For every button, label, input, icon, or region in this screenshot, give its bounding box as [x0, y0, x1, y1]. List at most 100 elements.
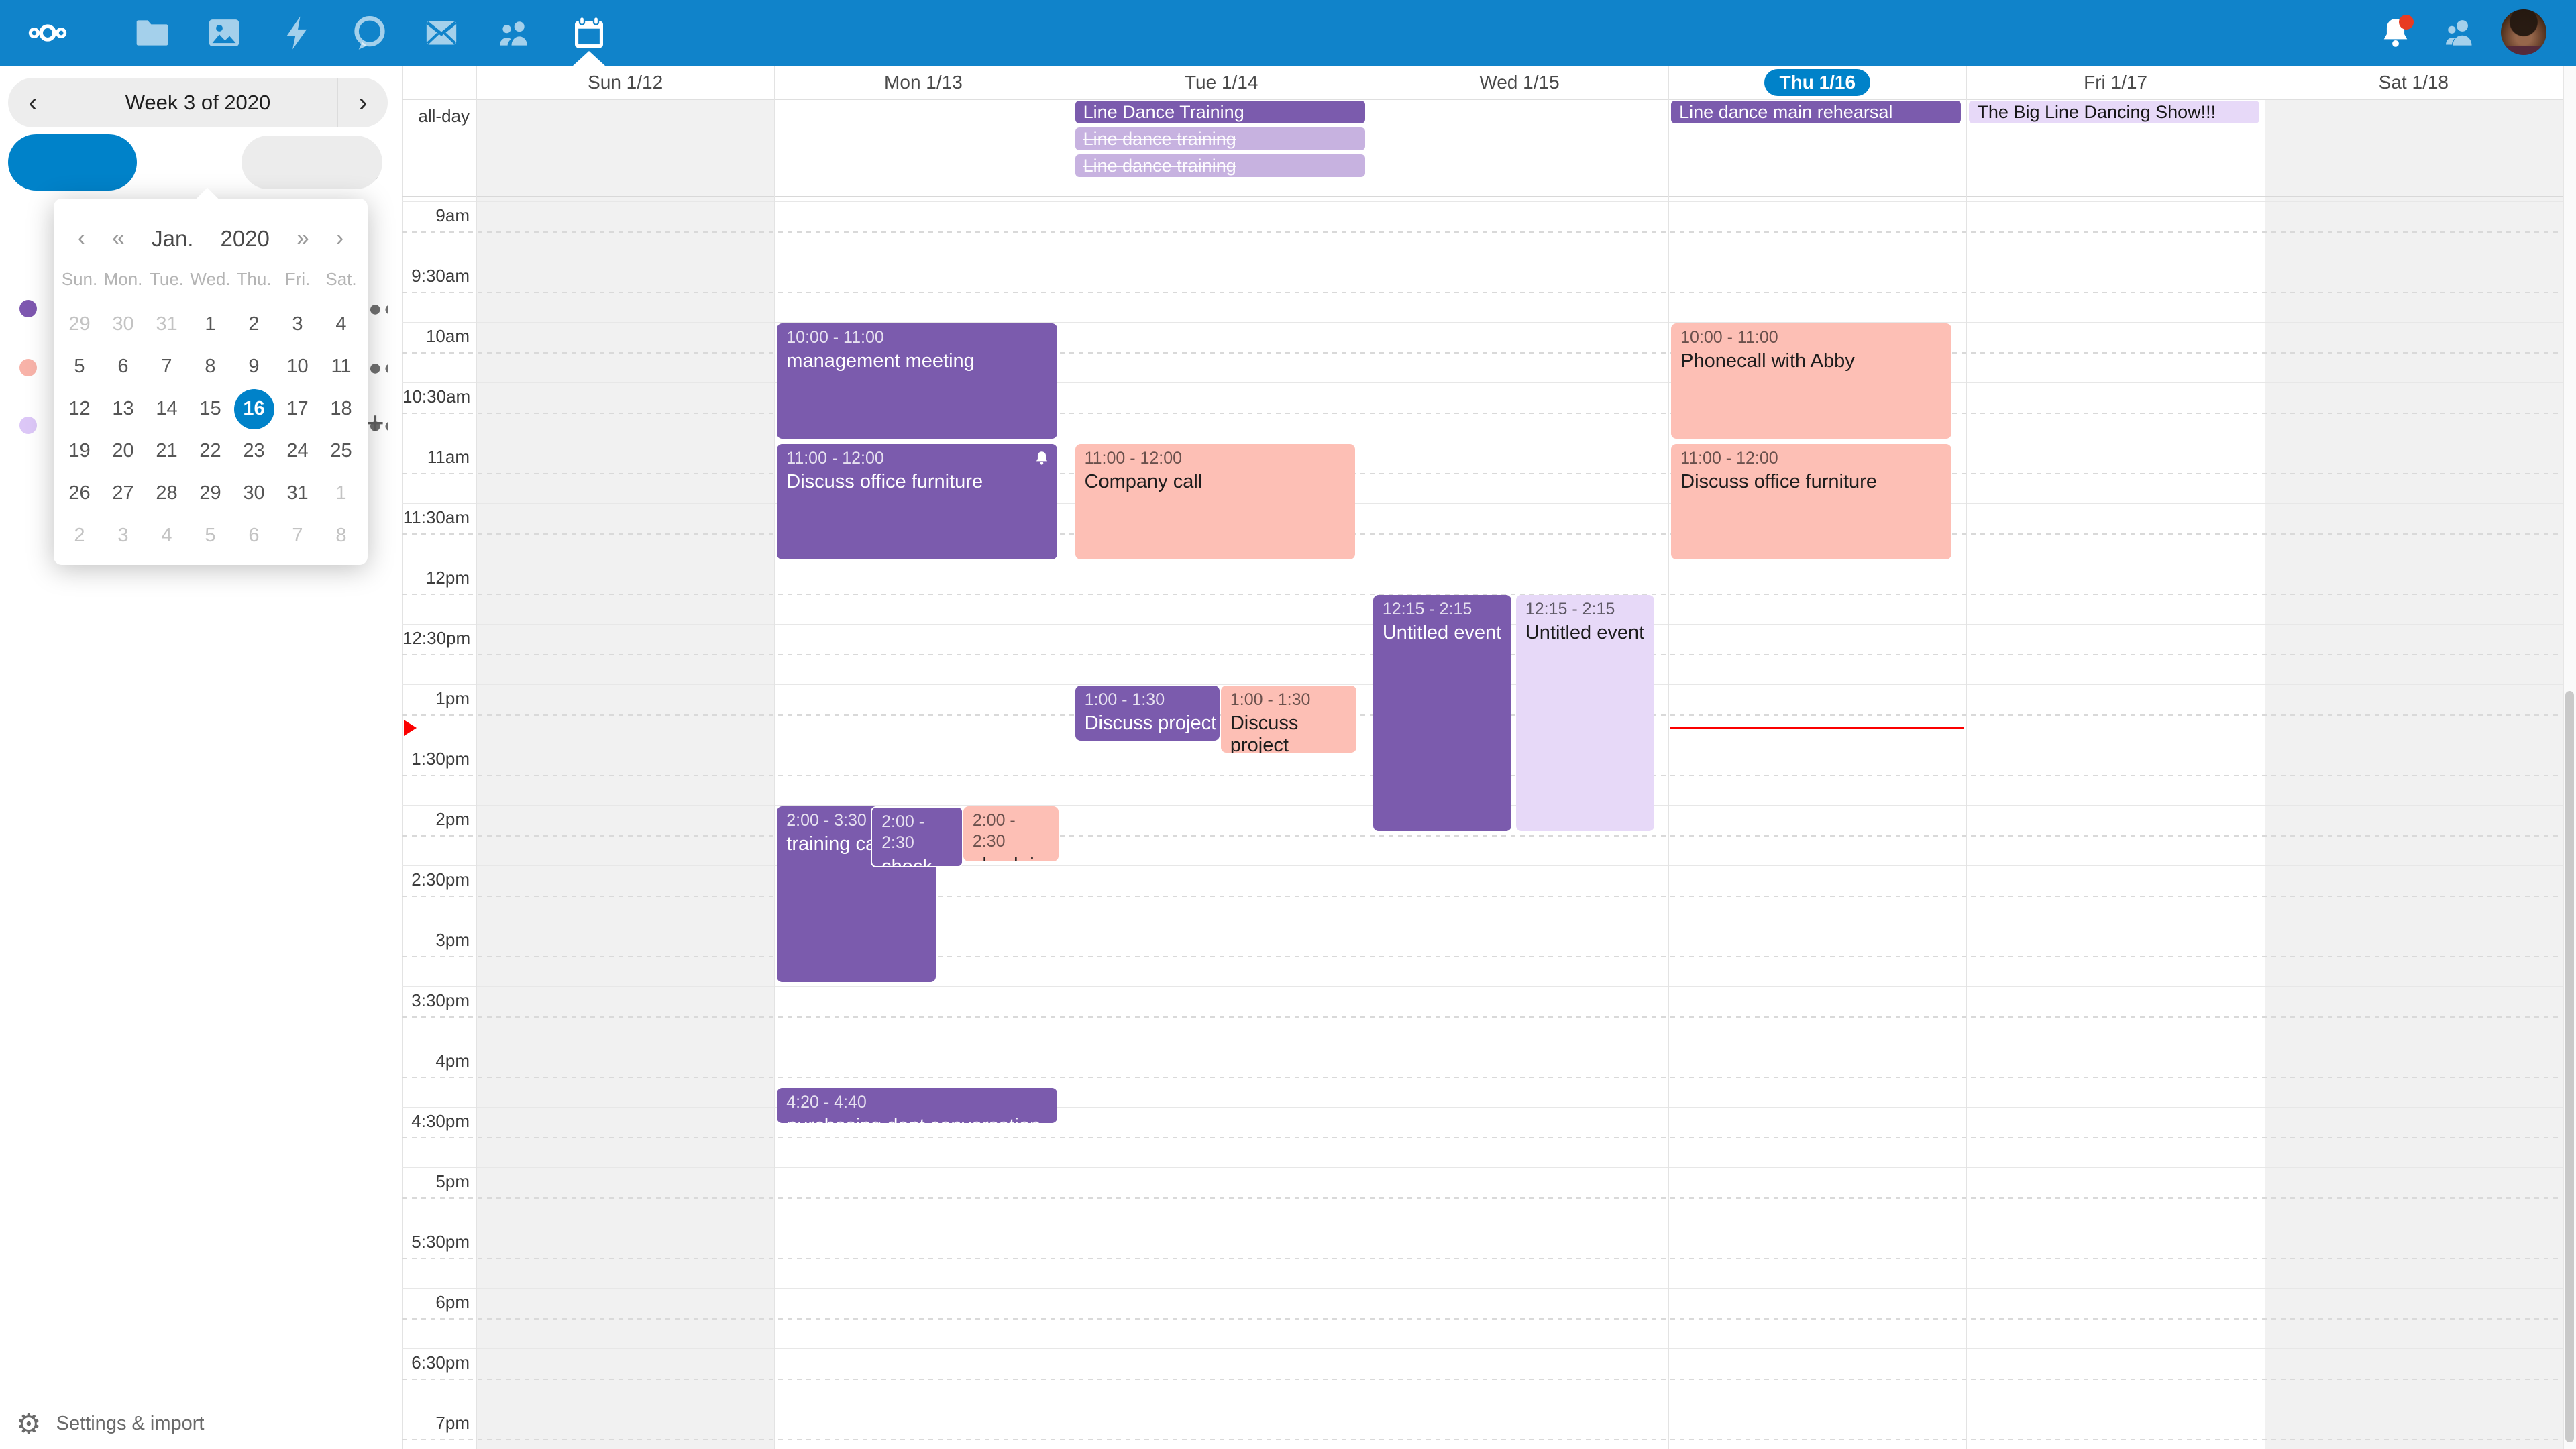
- date-cell[interactable]: 29: [199, 482, 221, 504]
- date-cell[interactable]: 17: [286, 398, 309, 419]
- date-cell[interactable]: 18: [330, 398, 352, 419]
- bell-icon[interactable]: [2375, 12, 2416, 54]
- date-cell[interactable]: 30: [112, 313, 134, 335]
- event[interactable]: 12:15 - 2:15 Untitled event: [1373, 595, 1512, 831]
- date-cell[interactable]: 11: [331, 356, 352, 377]
- allday-event[interactable]: Line dance training: [1075, 127, 1365, 150]
- contacts-menu-icon[interactable]: [2439, 12, 2481, 54]
- day-header-today[interactable]: Thu 1/16: [1668, 66, 1966, 99]
- date-cell[interactable]: 5: [74, 356, 85, 377]
- photos-icon[interactable]: [203, 12, 245, 54]
- event[interactable]: 11:00 - 12:00 Company call: [1075, 444, 1355, 559]
- next-week-button[interactable]: ›: [358, 88, 368, 117]
- event[interactable]: 12:15 - 2:15 Untitled event: [1515, 595, 1655, 831]
- next-year-button[interactable]: »: [296, 225, 309, 251]
- date-cell[interactable]: 6: [248, 525, 260, 546]
- week-label[interactable]: Week 3 of 2020: [58, 78, 338, 127]
- date-cell[interactable]: 8: [335, 525, 347, 546]
- date-cell[interactable]: 6: [117, 356, 129, 377]
- date-cell[interactable]: 1: [335, 482, 347, 504]
- calendar-icon[interactable]: [568, 12, 610, 54]
- calendar-more-menu-icon[interactable]: ●●: [368, 301, 388, 319]
- event[interactable]: 4:20 - 4:40 purchasing dept conversation: [777, 1087, 1057, 1124]
- date-cell[interactable]: 30: [243, 482, 265, 504]
- new-event-button[interactable]: [8, 134, 137, 191]
- scrollbar-thumb[interactable]: [2565, 691, 2574, 1442]
- mail-icon[interactable]: [421, 12, 462, 54]
- date-cell[interactable]: 9: [248, 356, 260, 377]
- previous-week-button[interactable]: ‹: [28, 88, 38, 117]
- date-cell[interactable]: 23: [243, 440, 265, 462]
- day-header[interactable]: Fri 1/17: [2084, 72, 2148, 93]
- day-header[interactable]: Sun 1/12: [588, 72, 663, 93]
- date-cell[interactable]: 13: [112, 398, 134, 419]
- date-cell[interactable]: 3: [292, 313, 303, 335]
- date-picker-popup: ‹ « Jan. 2020 » › Sun. Mon. Tue. Wed. Thu. Fr…: [54, 187, 368, 565]
- calendar-color-dot[interactable]: [19, 417, 37, 434]
- previous-month-button[interactable]: ‹: [77, 225, 86, 251]
- event[interactable]: 2:00 - 2:30 check-in: [871, 806, 963, 867]
- calendar-more-menu-icon[interactable]: ●●: [368, 418, 388, 435]
- day-header[interactable]: Tue 1/14: [1184, 72, 1258, 93]
- activity-icon[interactable]: [277, 12, 319, 54]
- allday-event[interactable]: The Big Line Dancing Show!!!: [1969, 101, 2259, 123]
- contacts-icon[interactable]: [493, 12, 535, 54]
- calendar-color-dot[interactable]: [19, 300, 37, 317]
- event[interactable]: 10:00 - 11:00 Phonecall with Abby: [1671, 323, 1951, 439]
- calendar-color-dot[interactable]: [19, 359, 37, 376]
- column-border: [476, 66, 477, 1449]
- date-cell[interactable]: 15: [199, 398, 221, 419]
- today-pill[interactable]: Thu 1/16: [1764, 69, 1871, 96]
- date-cell[interactable]: 27: [112, 482, 134, 504]
- avatar[interactable]: [2501, 9, 2546, 55]
- date-cell[interactable]: 7: [161, 356, 172, 377]
- day-header[interactable]: Mon 1/13: [884, 72, 963, 93]
- date-cell[interactable]: 29: [68, 313, 91, 335]
- allday-event[interactable]: Line dance training: [1075, 154, 1365, 177]
- event[interactable]: 10:00 - 11:00 management meeting: [777, 323, 1057, 439]
- date-cell[interactable]: 31: [286, 482, 309, 504]
- event[interactable]: 1:00 - 1:30 Discuss project announcement: [1075, 686, 1220, 741]
- month-label[interactable]: Jan.: [152, 225, 194, 251]
- date-cell[interactable]: 7: [292, 525, 303, 546]
- date-cell[interactable]: 19: [68, 440, 91, 462]
- date-cell-selected[interactable]: 16: [232, 388, 276, 430]
- date-cell[interactable]: 4: [161, 525, 172, 546]
- day-header[interactable]: Wed 1/15: [1479, 72, 1560, 93]
- date-cell[interactable]: 22: [199, 440, 221, 462]
- date-cell[interactable]: 25: [330, 440, 352, 462]
- allday-event[interactable]: Line Dance Training: [1075, 101, 1365, 123]
- event[interactable]: 11:00 - 12:00 Discuss office furniture: [1671, 444, 1951, 559]
- event[interactable]: 2:00 - 2:30 check-in: [963, 806, 1059, 861]
- year-label[interactable]: 2020: [220, 225, 270, 251]
- calendar-more-menu-icon[interactable]: ●●: [368, 360, 388, 378]
- next-month-button[interactable]: ›: [335, 225, 344, 251]
- date-cell[interactable]: 14: [156, 398, 178, 419]
- date-cell[interactable]: 8: [205, 356, 216, 377]
- nextcloud-logo[interactable]: [27, 12, 68, 54]
- event[interactable]: 11:00 - 12:00 Discuss office furniture: [777, 444, 1057, 559]
- date-cell[interactable]: 31: [156, 313, 178, 335]
- date-cell[interactable]: 20: [112, 440, 134, 462]
- settings-and-import[interactable]: ⚙ Settings & import: [16, 1407, 204, 1440]
- date-cell[interactable]: 5: [205, 525, 216, 546]
- date-cell[interactable]: 2: [74, 525, 85, 546]
- event[interactable]: 1:00 - 1:30 Discuss project announcement: [1220, 686, 1357, 753]
- date-cell[interactable]: 3: [117, 525, 129, 546]
- day-header[interactable]: Sat 1/18: [2378, 72, 2449, 93]
- talk-icon[interactable]: [349, 12, 390, 54]
- date-cell[interactable]: 2: [248, 313, 260, 335]
- previous-year-button[interactable]: «: [112, 225, 125, 251]
- date-cell[interactable]: 26: [68, 482, 91, 504]
- add-calendar-icon[interactable]: +: [366, 405, 384, 440]
- today-button[interactable]: [241, 136, 382, 189]
- date-cell[interactable]: 10: [286, 356, 309, 377]
- date-cell[interactable]: 24: [286, 440, 309, 462]
- date-cell[interactable]: 1: [205, 313, 216, 335]
- files-icon[interactable]: [131, 12, 173, 54]
- date-cell[interactable]: 4: [335, 313, 347, 335]
- date-cell[interactable]: 28: [156, 482, 178, 504]
- date-cell[interactable]: 21: [156, 440, 178, 462]
- date-cell[interactable]: 12: [68, 398, 91, 419]
- allday-event[interactable]: Line dance main rehearsal: [1671, 101, 1962, 123]
